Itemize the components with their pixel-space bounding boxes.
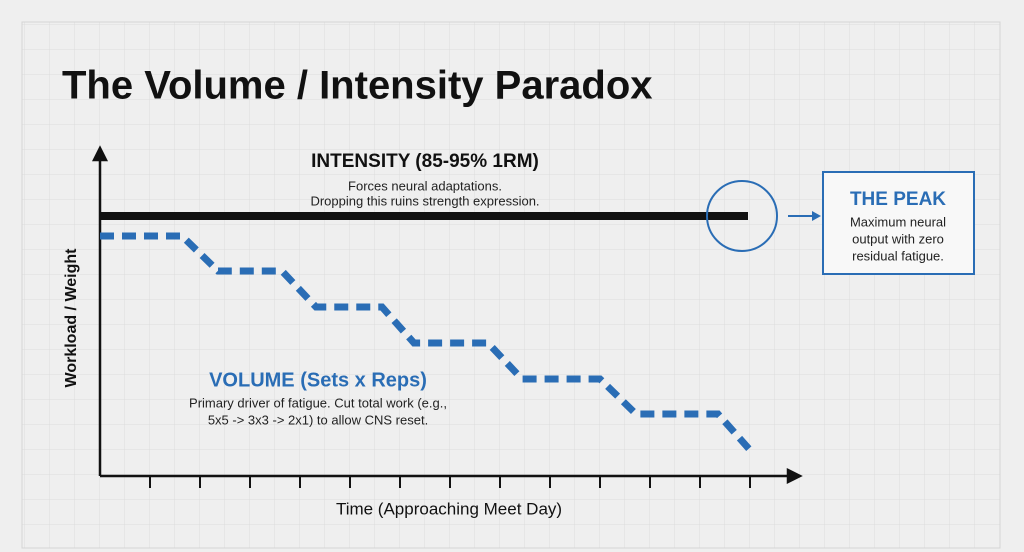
volume-text: 5x5 -> 3x3 -> 2x1) to allow CNS reset. <box>208 412 428 427</box>
x-axis-label: Time (Approaching Meet Day) <box>336 499 562 518</box>
peak-text: Maximum neural <box>850 214 946 229</box>
intensity-text: Dropping this ruins strength expression. <box>310 193 539 208</box>
peak-box <box>822 171 975 275</box>
panel <box>21 21 1001 549</box>
title: The Volume / Intensity Paradox <box>62 64 653 108</box>
volume-line <box>100 232 753 453</box>
peak-text: residual fatigue. <box>852 248 944 263</box>
peak-arrowhead <box>812 211 821 221</box>
intensity-text: Forces neural adaptations. <box>348 178 502 193</box>
volume-text: Primary driver of fatigue. Cut total wor… <box>189 395 447 410</box>
intensity-heading: INTENSITY (85-95% 1RM) <box>311 151 539 172</box>
peak-circle <box>706 180 778 252</box>
peak-text: output with zero <box>852 231 944 246</box>
axes <box>91 145 803 488</box>
y-axis-label: Workload / Weight <box>63 248 80 388</box>
volume-heading: VOLUME (Sets x Reps) <box>209 369 427 391</box>
peak-heading: THE PEAK <box>850 189 946 210</box>
